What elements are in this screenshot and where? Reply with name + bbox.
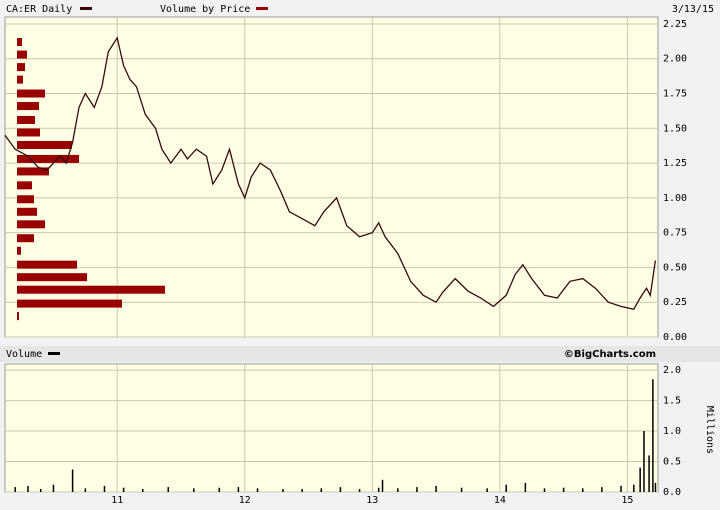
volume-by-price-bar (17, 207, 37, 216)
volume-bar (562, 487, 565, 492)
date: 3/13/15 (672, 4, 714, 15)
legend-swatch (48, 352, 60, 355)
volume-header (0, 346, 720, 362)
volume-by-price-bar (17, 102, 39, 111)
y-tick-label: 1.5 (663, 396, 681, 407)
y-tick-label: 0.50 (663, 262, 687, 273)
volume-legend: Volume (6, 349, 42, 360)
volume-bar (543, 488, 546, 492)
volume-by-price-bar (17, 195, 34, 204)
volume-by-price-bar (17, 141, 72, 149)
volume-by-price-bar (17, 312, 19, 321)
volume-by-price-bar (17, 234, 34, 243)
x-tick-label: 15 (621, 495, 633, 506)
volume-bar (193, 488, 195, 492)
volume-by-price-bar (17, 154, 79, 163)
price-line (4, 36, 657, 310)
volume-bar (460, 487, 463, 492)
y-tick-label: 1.25 (663, 158, 687, 169)
volume-by-price-bar (17, 50, 27, 59)
volume-bar (643, 431, 645, 492)
volume-bar (218, 487, 221, 492)
x-tick-label: 12 (239, 495, 251, 506)
y-axis-label: Millions (704, 406, 715, 454)
volume-bar (282, 488, 284, 492)
volume-by-price-bar (17, 181, 32, 190)
price-panel (4, 16, 659, 338)
volume-bar (71, 469, 74, 492)
volume-by-price-bar (17, 128, 40, 137)
volume-bar (141, 488, 144, 492)
legend-swatch (256, 7, 268, 10)
volume-by-price-bar (17, 299, 122, 308)
volume-bar (320, 488, 323, 492)
volume-by-price-bar (17, 273, 87, 282)
y-tick-label: 1.00 (663, 193, 687, 204)
volume-by-price-bar (17, 220, 45, 229)
volume-bar (620, 485, 622, 492)
y-tick-label: 0.25 (663, 297, 687, 308)
volume-bar (648, 455, 650, 492)
volume-bar (505, 484, 507, 492)
price-legend: CA:ER Daily (6, 4, 72, 15)
volume-bar (27, 485, 29, 492)
volume-bar (377, 487, 380, 492)
x-tick-label: 11 (111, 495, 123, 506)
volume-bar (256, 488, 259, 492)
volume-bar (52, 484, 55, 492)
volume-bar (167, 487, 169, 492)
y-tick-label: 2.25 (663, 19, 687, 30)
y-tick-label: 2.0 (663, 365, 681, 376)
volume-panel (4, 363, 659, 493)
volume-bar (103, 485, 106, 492)
volume-bar (639, 467, 641, 492)
y-tick-label: 0.75 (663, 228, 687, 239)
volume-bar (301, 488, 303, 492)
volume-bar (84, 488, 87, 492)
volume-bar (358, 488, 361, 492)
volume-by-price-bar (17, 38, 22, 47)
volume-bar (435, 485, 437, 492)
x-tick-label: 14 (494, 495, 506, 506)
legend-swatch (80, 7, 92, 10)
volume-by-price-bar (17, 89, 45, 98)
credit: ©BigCharts.com (564, 349, 656, 360)
volume-by-price-bar (17, 63, 25, 72)
y-tick-label: 0.00 (663, 332, 687, 343)
y-tick-label: 1.50 (663, 123, 687, 134)
vbp-legend: Volume by Price (160, 4, 250, 15)
volume-bar (14, 487, 16, 492)
y-tick-label: 2.00 (663, 54, 687, 65)
y-tick-label: 0.5 (663, 457, 681, 468)
y-tick-label: 1.0 (663, 426, 681, 437)
volume-by-price-bar (17, 75, 23, 84)
volume-bar (339, 487, 342, 492)
volume-by-price-bar (17, 246, 21, 255)
y-tick-label: 1.75 (663, 89, 687, 100)
volume-by-price-bar (17, 285, 165, 294)
volume-bar (524, 482, 527, 492)
volume-bar (582, 488, 584, 492)
volume-bar (633, 484, 635, 492)
volume-bar (486, 488, 488, 492)
volume-bar (652, 379, 654, 492)
volume-by-price-bar (17, 260, 77, 269)
volume-bar (381, 479, 384, 492)
y-tick-label: 0.0 (663, 487, 681, 498)
volume-by-price-bar (17, 115, 35, 124)
volume-bar (237, 487, 240, 492)
volume-bar (39, 488, 42, 492)
volume-bar (122, 487, 125, 492)
volume-bar (601, 487, 603, 492)
volume-bar (416, 487, 418, 492)
volume-bar (654, 482, 657, 492)
volume-by-price-bar (17, 167, 49, 176)
x-tick-label: 13 (366, 495, 378, 506)
volume-bar (397, 488, 399, 492)
